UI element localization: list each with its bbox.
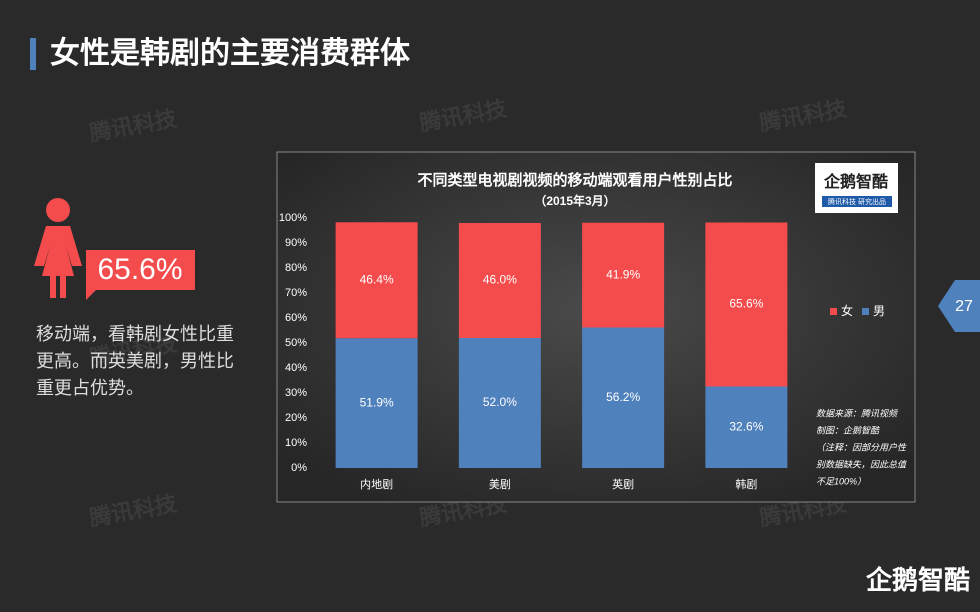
- legend-label: 男: [873, 304, 885, 318]
- slide-title: 女性是韩剧的主要消费群体: [50, 36, 411, 70]
- page-tab: [938, 280, 980, 332]
- value-label: 46.0%: [483, 273, 517, 287]
- y-tick-label: 50%: [285, 337, 307, 349]
- bar-segment: [705, 386, 788, 468]
- legend-swatch: [862, 308, 869, 315]
- legend-label: 女: [841, 303, 853, 318]
- x-tick-label: 韩剧: [735, 477, 757, 491]
- y-tick-label: 70%: [285, 287, 307, 299]
- y-tick-label: 90%: [285, 237, 307, 249]
- value-label: 56.2%: [606, 390, 640, 404]
- stat: 65.6%: [97, 253, 182, 286]
- chart-title: 不同类型电视剧视频的移动端观看用户性别占比: [417, 171, 732, 189]
- value-label: 32.6%: [729, 419, 763, 433]
- value-label: 46.4%: [360, 272, 394, 286]
- value-label: 41.9%: [606, 267, 640, 281]
- note: 不足100%）: [816, 476, 866, 486]
- woman-icon: [34, 198, 82, 298]
- body-text: 重更占优势。: [36, 378, 144, 398]
- y-tick-label: 30%: [285, 387, 307, 399]
- bar-segment: [582, 222, 665, 328]
- x-tick-label: 英剧: [612, 477, 634, 491]
- note: （注释：因部分用户性: [816, 442, 907, 452]
- logo-tagline: 腾讯科技 研究出品: [828, 197, 886, 206]
- note: 制图：企鹅智酷: [816, 425, 880, 435]
- bar-segment: [458, 338, 541, 468]
- value-label: 65.6%: [729, 297, 763, 311]
- y-tick-label: 80%: [285, 262, 307, 274]
- bar-segment: [582, 327, 665, 468]
- body-text: 移动端，看韩剧女性比重: [36, 324, 234, 344]
- logo-name: 企鹅智酷: [823, 172, 888, 191]
- y-tick-label: 10%: [285, 437, 307, 449]
- y-tick-label: 20%: [285, 412, 307, 424]
- watermark: 腾讯科技: [88, 491, 180, 531]
- page-number: 27: [955, 298, 973, 315]
- bar-segment: [335, 222, 418, 339]
- legend-swatch: [830, 308, 837, 315]
- y-tick-label: 100%: [279, 212, 307, 224]
- y-tick-label: 40%: [285, 362, 307, 374]
- brand: 企鹅智酷: [866, 565, 970, 595]
- watermark: 腾讯科技: [88, 106, 180, 146]
- note: 数据来源：腾讯视频: [816, 408, 899, 418]
- bar-segment: [458, 223, 541, 338]
- chart-subtitle: （2015年3月）: [534, 193, 615, 208]
- stat-box: [86, 250, 195, 300]
- bar-segment: [705, 222, 788, 387]
- watermark: 腾讯科技: [418, 96, 510, 136]
- note: 别数据缺失，因此总值: [816, 459, 908, 469]
- y-tick-label: 0%: [291, 462, 307, 474]
- plot: 0% 10% 20% 30% 40% 50% 60% 70% 80% 90% 100% 51.9% 46…: [279, 212, 908, 491]
- logo-band: [822, 196, 892, 207]
- value-label: 51.9%: [360, 395, 394, 409]
- body-text: 更高。而英美剧，男性比: [36, 351, 234, 371]
- watermark: 腾讯科技: [758, 96, 850, 136]
- x-tick-label: 美剧: [489, 478, 511, 491]
- x-tick-label: 内地剧: [360, 477, 393, 491]
- value-label: 52.0%: [483, 395, 517, 409]
- y-tick-label: 60%: [285, 312, 307, 324]
- bar-segment: [335, 338, 418, 468]
- title-accent: [30, 38, 36, 70]
